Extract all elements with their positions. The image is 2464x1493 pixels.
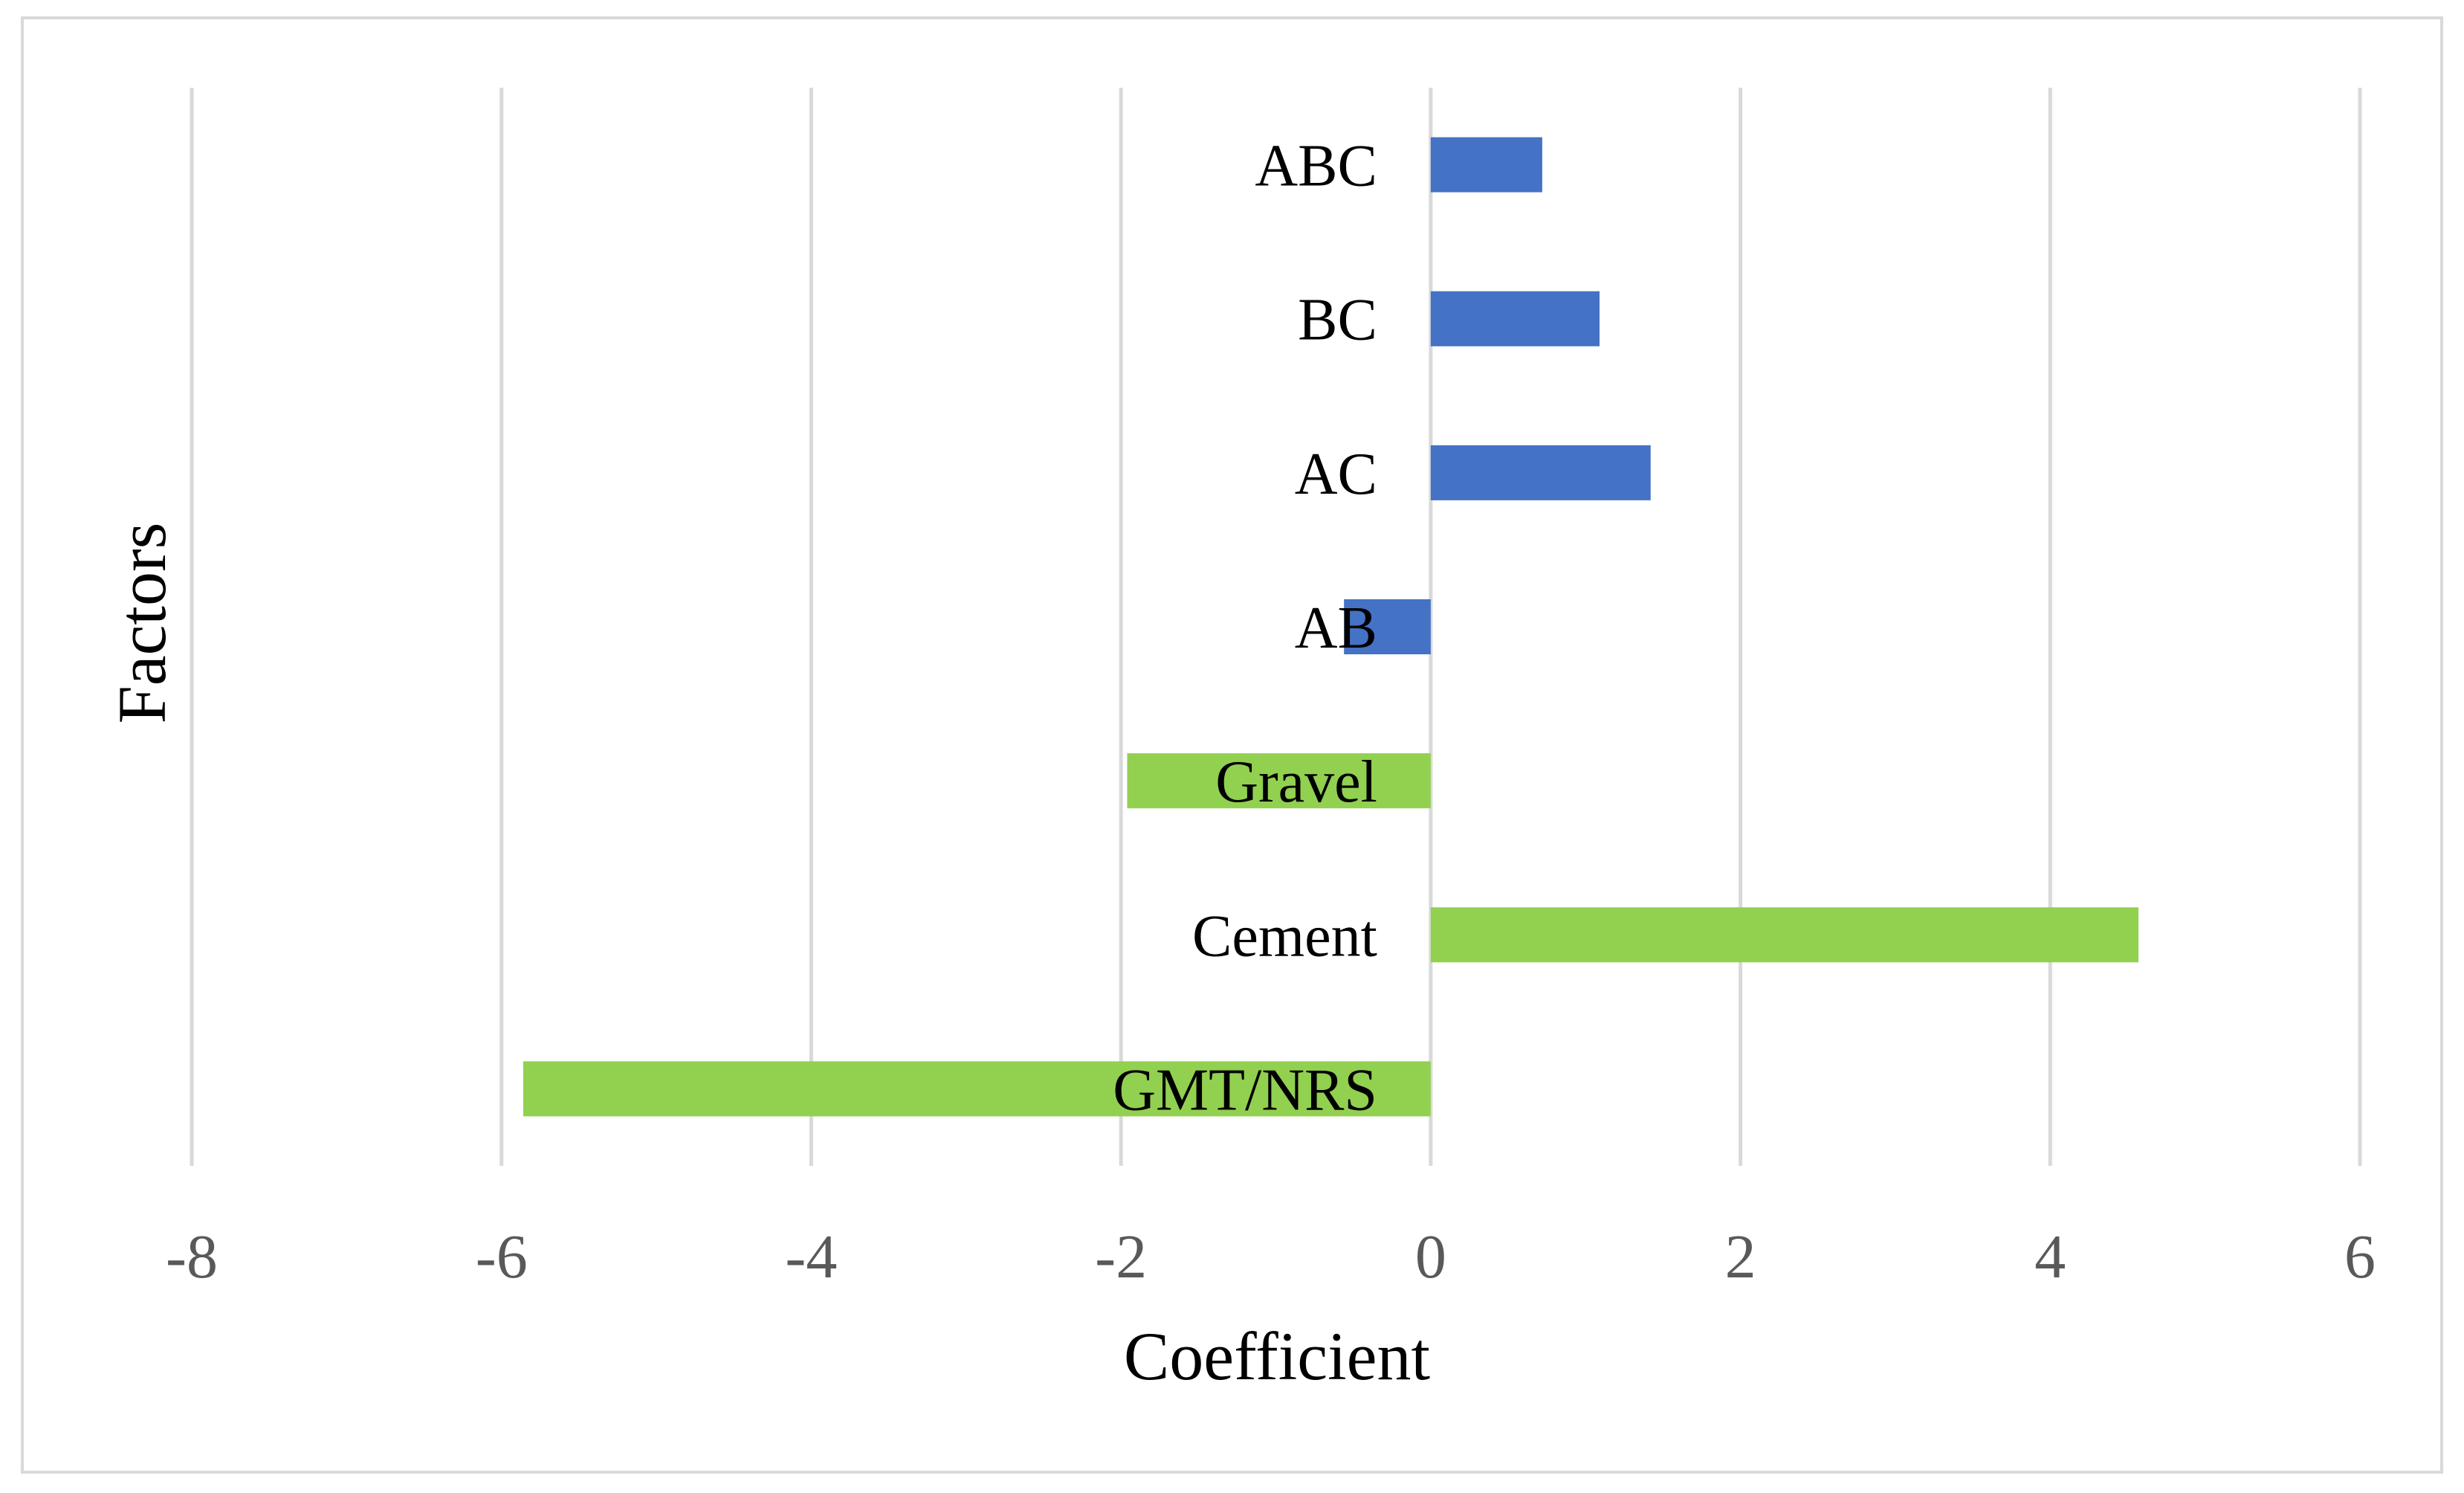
x-tick-label: 0 (1415, 1222, 1446, 1292)
x-tick-label: -4 (785, 1222, 837, 1292)
category-label: Gravel (1215, 749, 1377, 815)
x-tick-label: -2 (1095, 1222, 1147, 1292)
category-label: GMT/NRS (1113, 1057, 1377, 1123)
category-label: AB (1295, 596, 1377, 661)
category-label: ABC (1255, 134, 1377, 199)
bar-ab (1344, 599, 1431, 654)
bar-gmt-nrs (523, 1061, 1431, 1117)
bar-bc (1430, 291, 1600, 346)
x-tick-label: 6 (2344, 1222, 2376, 1292)
y-axis-title: Factors (104, 523, 180, 724)
x-axis-title: Coefficient (1124, 1318, 1431, 1394)
category-label: AC (1295, 442, 1377, 507)
category-label: Cement (1192, 903, 1377, 969)
bar-cement (1430, 907, 2139, 963)
x-tick-label: -8 (166, 1222, 218, 1292)
x-tick-label: 2 (1725, 1222, 1756, 1292)
x-tick-labels: -8 -6 -4 -2 0 2 4 6 (166, 1222, 2376, 1292)
bar-abc (1430, 137, 1542, 193)
bar-gravel (1127, 753, 1431, 809)
x-tick-label: -6 (476, 1222, 528, 1292)
bars (523, 137, 2139, 1117)
gridlines (190, 88, 2362, 1166)
category-labels: ABC BC AC AB Gravel Cement GMT/NRS (1113, 134, 1377, 1123)
category-label: BC (1298, 288, 1377, 353)
chart-frame (21, 16, 2443, 1474)
x-tick-label: 4 (2034, 1222, 2066, 1292)
bar-ac (1430, 445, 1651, 500)
